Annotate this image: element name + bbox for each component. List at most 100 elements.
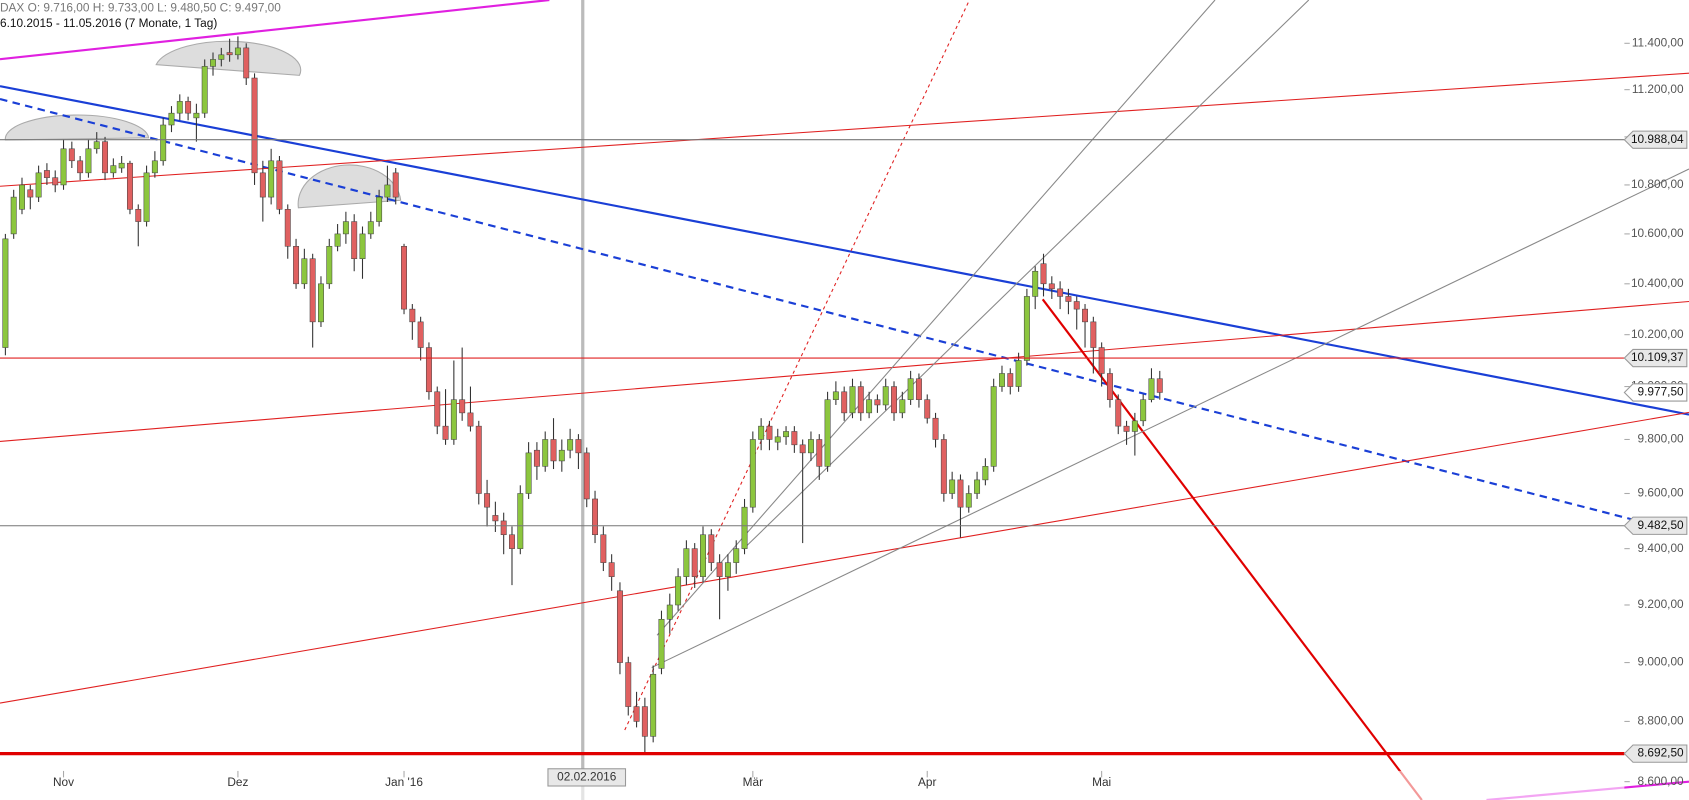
candle-body [509, 534, 515, 549]
candle-body [1106, 373, 1113, 400]
candle-body [517, 493, 524, 549]
candle-body [467, 412, 474, 427]
price-label: 10.109,37 [1631, 350, 1684, 364]
candle-body [351, 221, 358, 260]
x-tick-label: Mai [1092, 775, 1111, 789]
y-tick-label: 10.800,00 [1631, 177, 1684, 191]
candle-body [392, 172, 399, 198]
candle-body [949, 479, 956, 494]
candle-body [234, 47, 241, 56]
candle-body [783, 431, 790, 438]
candle-body [35, 172, 42, 198]
candle-body [882, 386, 889, 406]
candle-body [1023, 296, 1030, 361]
candle-body [1115, 399, 1122, 427]
candle-body [866, 399, 873, 414]
candle-body [924, 399, 931, 419]
y-tick-label: 9.600,00 [1638, 486, 1684, 500]
price-label: 9.482,50 [1638, 518, 1684, 532]
candle-body [899, 399, 906, 414]
candle-body [218, 54, 225, 60]
price-badge [1623, 744, 1688, 763]
y-tick-label: 10.200,00 [1631, 327, 1684, 341]
candle-body [891, 386, 897, 414]
candle-body [1032, 270, 1039, 297]
last-price-badge [1623, 383, 1688, 402]
candle-body [658, 618, 665, 669]
last-price-label: 9.977,50 [1638, 385, 1684, 399]
candle-body [409, 308, 416, 323]
candle-body [243, 47, 250, 79]
candle-body [974, 479, 981, 494]
candle-body [293, 246, 300, 285]
candle-body [1098, 347, 1105, 374]
candle-body [600, 534, 607, 563]
candle-body [143, 172, 150, 222]
price-label: 10.988,04 [1631, 132, 1684, 146]
candle-body [999, 373, 1005, 387]
candle-body [567, 439, 574, 451]
candle-body [575, 439, 582, 454]
y-tick-label: 9.000,00 [1638, 655, 1684, 669]
candle-body [724, 562, 731, 577]
candle-body [201, 66, 208, 114]
candle-body [126, 162, 133, 210]
x-tick-label: Nov [53, 775, 74, 789]
candle-body [185, 101, 192, 114]
candle-body [359, 233, 366, 260]
candle-body [168, 112, 175, 126]
candle-body [60, 148, 67, 186]
candle-body [542, 439, 549, 467]
range-label: 6.10.2015 - 11.05.2016 (7 Monate, 1 Tag) [0, 16, 217, 30]
x-tick-label: Dez [227, 775, 248, 789]
candle-body [982, 466, 989, 481]
candle-body [1123, 425, 1130, 432]
candle-body [210, 59, 216, 67]
candle-body [849, 386, 856, 414]
candle-body [85, 148, 92, 174]
candle-body [442, 425, 449, 440]
candle-body [176, 101, 183, 114]
candle-body [301, 258, 308, 285]
candle-body [1140, 399, 1147, 422]
candle-body [616, 590, 623, 663]
candle-body [68, 148, 75, 162]
candle-body [284, 209, 291, 247]
trend-line [1041, 298, 1423, 800]
candle-body [583, 452, 590, 500]
candle-body [1007, 373, 1014, 387]
y-tick-label: 10.600,00 [1631, 226, 1684, 240]
candle-body [342, 221, 349, 235]
x-axis-band [0, 770, 1625, 800]
y-tick-label: 10.400,00 [1631, 276, 1684, 290]
candle-body [1082, 308, 1088, 323]
candle-body [1090, 321, 1097, 348]
candle-body [666, 604, 673, 620]
candle-body [1048, 283, 1055, 290]
candle-body [102, 141, 109, 174]
candle-body [425, 347, 432, 393]
candle-body [808, 439, 814, 454]
x-tick-label: Jan '16 [385, 775, 423, 789]
price-badge [1623, 130, 1688, 149]
candle-body [816, 439, 823, 467]
candle-body [484, 493, 491, 508]
candle-body [758, 425, 765, 440]
candle-body [608, 562, 615, 577]
candle-body [915, 378, 922, 400]
trend-line [742, 0, 1310, 550]
candle-body [19, 184, 25, 210]
candle-body [500, 520, 507, 536]
candle-body [1131, 420, 1138, 432]
candle-body [733, 548, 740, 563]
x-tick-label: Apr [918, 775, 936, 789]
candle-body [841, 391, 848, 414]
candle-body [318, 283, 324, 323]
candle-body [1148, 378, 1155, 400]
candle-body [716, 562, 723, 577]
candle-body [641, 706, 648, 737]
candle-body [741, 506, 748, 549]
candle-body [276, 160, 283, 210]
